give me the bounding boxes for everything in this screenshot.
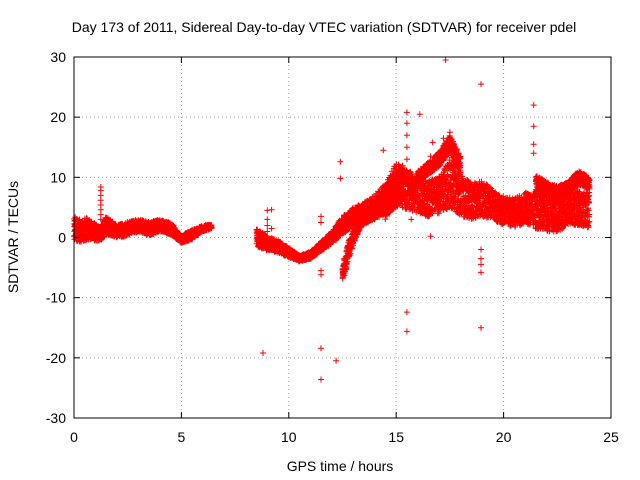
data-point-marker	[208, 224, 215, 231]
data-points	[71, 57, 593, 383]
grid	[74, 57, 611, 418]
chart-title: Day 173 of 2011, Sidereal Day-to-day VTE…	[72, 19, 576, 35]
